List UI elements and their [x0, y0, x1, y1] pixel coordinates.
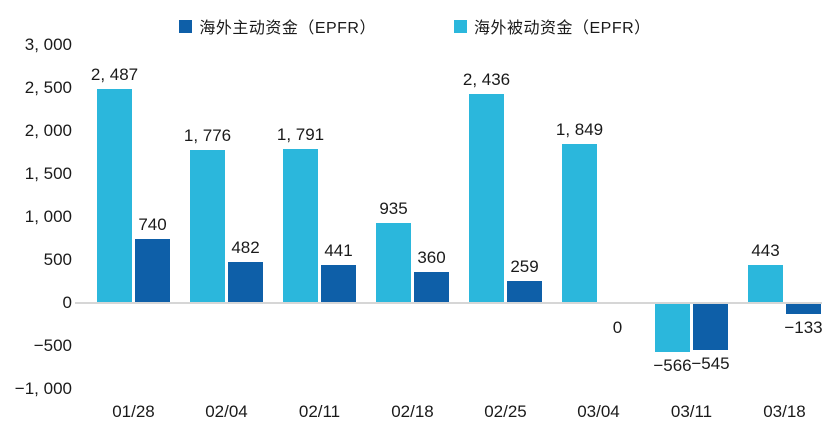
x-axis-category-label: 03/11 [670, 402, 713, 421]
bar-passive [748, 264, 783, 303]
value-label: 482 [231, 237, 260, 257]
value-label: 1, 849 [555, 119, 604, 139]
bar-active [321, 265, 356, 303]
value-label: 441 [324, 241, 353, 261]
bar-passive [283, 148, 318, 303]
x-axis-category-label: 02/11 [298, 402, 341, 421]
value-label: 935 [379, 198, 408, 218]
value-label: 2, 487 [90, 65, 139, 85]
bar-active [693, 303, 728, 350]
legend: 海外主动资金（EPFR） 海外被动资金（EPFR） [0, 14, 830, 38]
value-label: 443 [751, 240, 780, 260]
legend-item-active: 海外主动资金（EPFR） [179, 14, 376, 38]
y-axis-tick-label: 500 [43, 250, 72, 269]
x-axis-category-label: 02/04 [205, 402, 248, 421]
y-axis-tick-label: 1, 500 [24, 164, 72, 183]
legend-marker-active-icon [179, 19, 193, 33]
bar-passive [562, 143, 597, 303]
y-axis-tick-label: 2, 500 [24, 78, 72, 97]
bar-active [228, 261, 263, 303]
y-axis-tick-label: −1, 000 [14, 379, 72, 398]
bar-passive [655, 303, 690, 352]
bar-active [786, 303, 821, 315]
value-label: −133 [784, 318, 823, 338]
bar-active [507, 280, 542, 303]
value-label: 2, 436 [462, 69, 511, 89]
y-axis-tick-label: 2, 000 [24, 121, 72, 140]
bar-active [135, 239, 170, 303]
x-axis-category-label: 02/25 [484, 402, 527, 421]
value-label: −566 [653, 355, 692, 375]
x-axis-category-label: 01/28 [112, 402, 155, 421]
bar-passive [190, 150, 225, 303]
x-axis-category-label: 02/18 [391, 402, 434, 421]
x-axis-category-label: 03/18 [763, 402, 806, 421]
y-axis-tick-label: 1, 000 [24, 207, 72, 226]
legend-marker-passive-icon [454, 19, 467, 33]
value-label: 1, 776 [183, 126, 232, 146]
legend-label-passive: 海外被动资金（EPFR） [474, 20, 651, 37]
value-label: 1, 791 [276, 124, 325, 144]
legend-item-passive: 海外被动资金（EPFR） [454, 14, 651, 38]
x-axis-category-label: 03/04 [577, 402, 620, 421]
value-label: 740 [138, 215, 167, 235]
legend-label-active: 海外主动资金（EPFR） [199, 20, 376, 37]
bar-passive [469, 93, 504, 303]
value-label: 0 [612, 318, 623, 337]
y-axis-tick-label: 0 [62, 293, 72, 312]
x-axis-zero-line [75, 302, 822, 304]
bar-active [414, 272, 449, 303]
y-axis-tick-label: 3, 000 [24, 35, 72, 54]
value-label: −545 [691, 353, 730, 373]
bar-passive [376, 222, 411, 303]
bar-passive [97, 89, 132, 303]
y-axis-tick-label: −500 [33, 336, 72, 355]
value-label: 259 [510, 256, 539, 276]
value-label: 360 [417, 248, 446, 268]
